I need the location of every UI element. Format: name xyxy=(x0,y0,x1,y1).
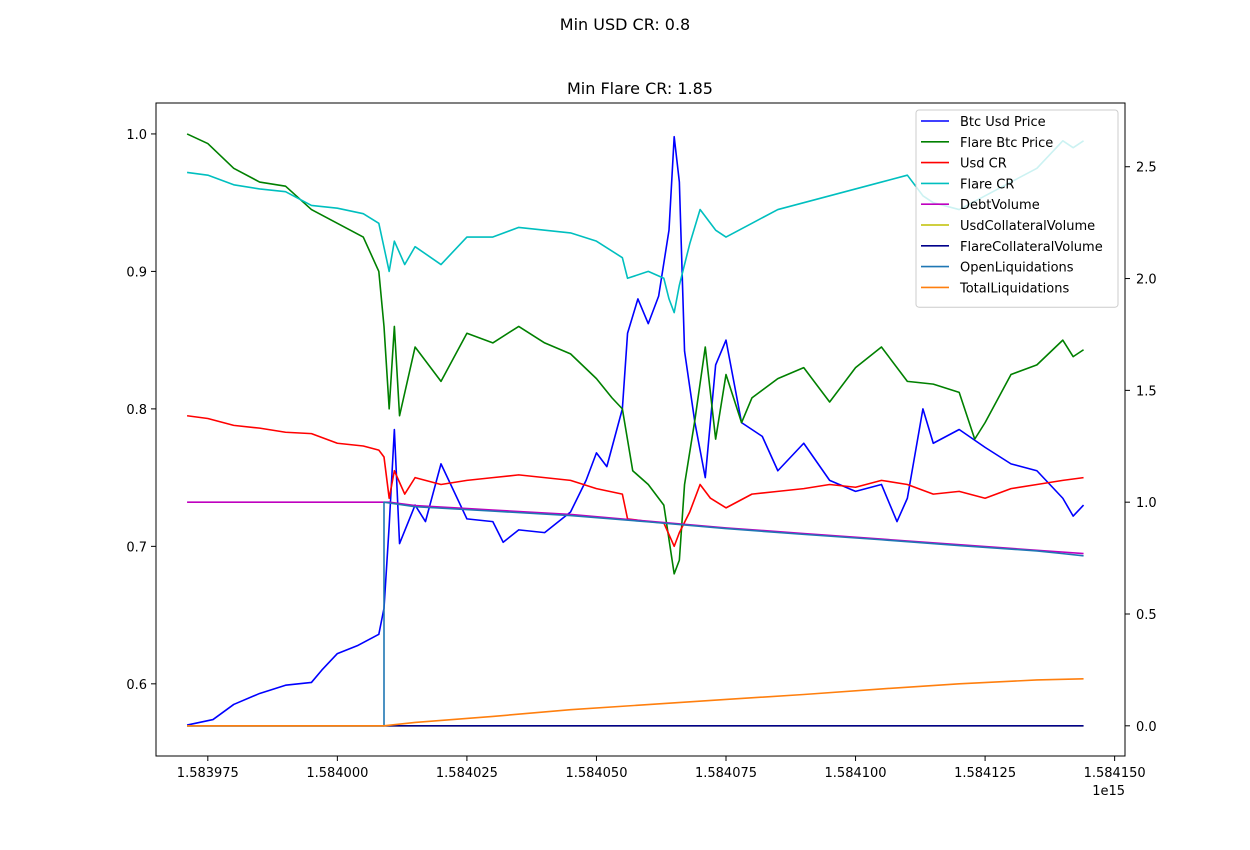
x-tick-label: 1.584125 xyxy=(954,766,1016,781)
x-tick-label: 1.584100 xyxy=(825,766,887,781)
y-right-tick-label: 0.0 xyxy=(1136,720,1157,735)
legend-label-flare-btc-price: Flare Btc Price xyxy=(960,136,1053,151)
series-line-flare-btc-price xyxy=(186,133,1084,575)
legend-label-debtvolume: DebtVolume xyxy=(960,198,1040,213)
series-line-totalliquidations xyxy=(187,678,1084,727)
y-right-tick-label: 1.0 xyxy=(1136,496,1157,511)
y-right-tick-label: 2.5 xyxy=(1136,161,1157,176)
series-line-openliquidations xyxy=(187,501,1084,727)
legend-label-usd-cr: Usd CR xyxy=(960,157,1007,172)
legend-box xyxy=(915,109,1119,308)
y-left-tick-label: 1.0 xyxy=(126,128,147,143)
axes-title: Min Flare CR: 1.85 xyxy=(567,79,713,98)
y-left-axis: 0.6 0.7 0.8 0.9 1.0 xyxy=(126,128,156,693)
x-tick-label: 1.584075 xyxy=(695,766,757,781)
y-right-tick-label: 2.0 xyxy=(1136,273,1157,288)
legend-label-flarecollateralvolume: FlareCollateralVolume xyxy=(960,240,1103,255)
x-tick-label: 1.584025 xyxy=(436,766,498,781)
legend-label-flare-cr: Flare CR xyxy=(960,177,1014,192)
plot-area xyxy=(155,102,1126,757)
legend-label-openliquidations: OpenLiquidations xyxy=(960,261,1074,276)
y-right-tick-label: 0.5 xyxy=(1136,608,1157,623)
y-right-axis: 0.0 0.5 1.0 1.5 2.0 2.5 xyxy=(1125,161,1157,735)
x-tick-label: 1.584000 xyxy=(306,766,368,781)
x-tick-label: 1.584050 xyxy=(565,766,627,781)
y-left-tick-label: 0.9 xyxy=(126,265,147,280)
legend-label-totalliquidations: TotalLiquidations xyxy=(959,281,1069,296)
y-left-tick-label: 0.6 xyxy=(126,678,147,693)
legend: Btc Usd Price Flare Btc Price Usd CR Flare … xyxy=(915,109,1119,308)
x-axis: 1.583975 1.584000 1.584025 1.584050 1.584075… xyxy=(177,756,1146,781)
x-tick-label: 1.583975 xyxy=(177,766,239,781)
figure-suptitle: Min USD CR: 0.8 xyxy=(560,15,690,34)
y-left-tick-label: 0.8 xyxy=(126,403,147,418)
legend-label-usdcollateralvolume: UsdCollateralVolume xyxy=(960,219,1095,234)
series-line-btc-usd-price xyxy=(186,135,1085,726)
x-offset-label: 1e15 xyxy=(1092,784,1125,799)
x-tick-label: 1.584150 xyxy=(1084,766,1146,781)
legend-label-btc-usd-price: Btc Usd Price xyxy=(960,115,1046,130)
y-right-tick-label: 1.5 xyxy=(1136,384,1157,399)
plot-frame xyxy=(155,102,1126,757)
series-group xyxy=(186,133,1085,727)
y-left-tick-label: 0.7 xyxy=(126,540,147,555)
